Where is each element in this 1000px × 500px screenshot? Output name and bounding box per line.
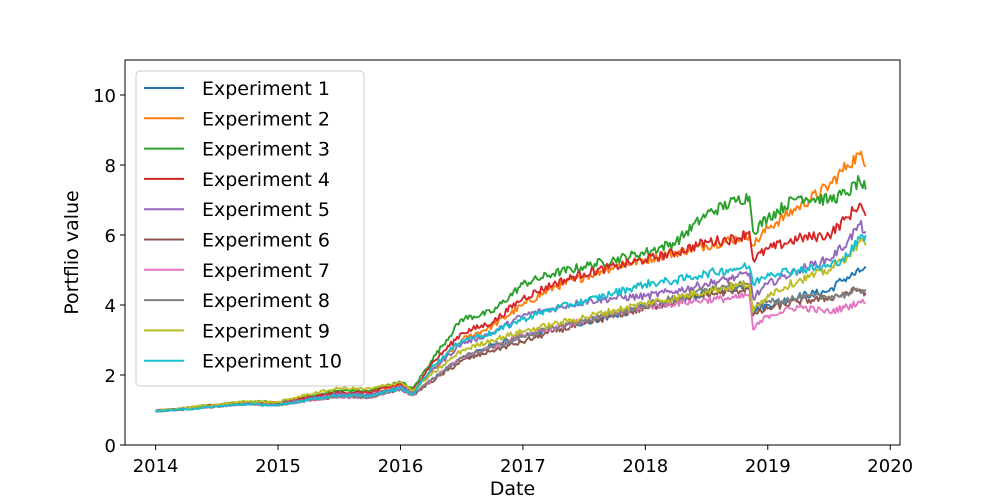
series-line-9 [155,237,867,413]
y-tick-label: 8 [105,156,116,177]
axes: 2014 2015 2016 2017 2018 2019 2020 0 2 4 6 8 10 [93,59,913,477]
legend: Experiment 1 Experiment 2 Experiment 3 Expe… [135,70,365,387]
x-tick-label: 2019 [745,456,791,477]
y-tick-label: 10 [93,86,116,107]
y-tick-label: 2 [105,366,116,387]
legend-label: Experiment 6 [202,230,330,252]
legend-label: Experiment 1 [202,78,330,100]
plot-lines [155,150,867,413]
x-axis-label: Date [490,478,535,500]
legend-label: Experiment 7 [202,260,330,282]
legend-box [135,70,365,387]
x-tick-label: 2016 [378,456,424,477]
x-tick-label: 2020 [867,456,913,477]
x-tick-label: 2017 [500,456,546,477]
y-tick-label: 0 [105,436,116,457]
legend-label: Experiment 10 [202,351,342,373]
y-tick-label: 4 [105,296,116,317]
series-line-10 [155,233,867,413]
y-axis-label: Portflio value [61,190,83,314]
x-tick-label: 2014 [133,456,179,477]
legend-label: Experiment 9 [202,320,330,342]
x-tick-label: 2018 [622,456,668,477]
legend-label: Experiment 4 [202,169,330,191]
plot-frame [124,59,901,446]
legend-label: Experiment 5 [202,199,330,221]
legend-label: Experiment 8 [202,290,330,312]
legend-label: Experiment 3 [202,139,330,161]
y-tick-label: 6 [105,226,116,247]
x-tick-label: 2015 [255,456,301,477]
legend-label: Experiment 2 [202,108,330,130]
